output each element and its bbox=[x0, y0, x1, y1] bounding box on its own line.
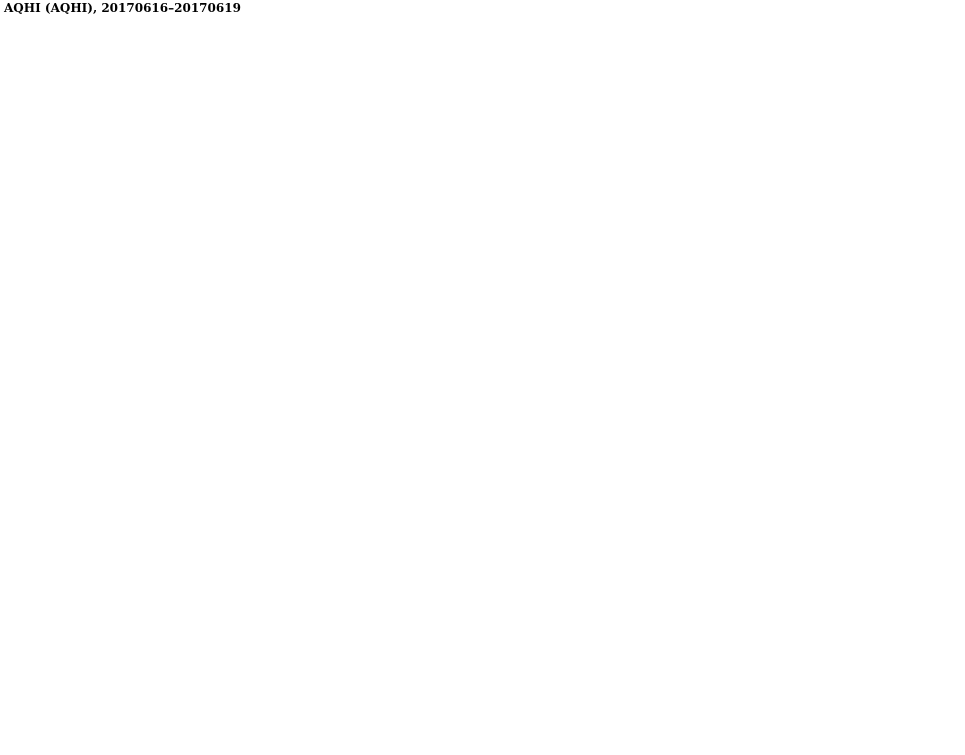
page-title: AQHI (AQHI), 20170616–20170619 bbox=[4, 1, 241, 15]
chart-yuen-long bbox=[0, 13, 193, 161]
